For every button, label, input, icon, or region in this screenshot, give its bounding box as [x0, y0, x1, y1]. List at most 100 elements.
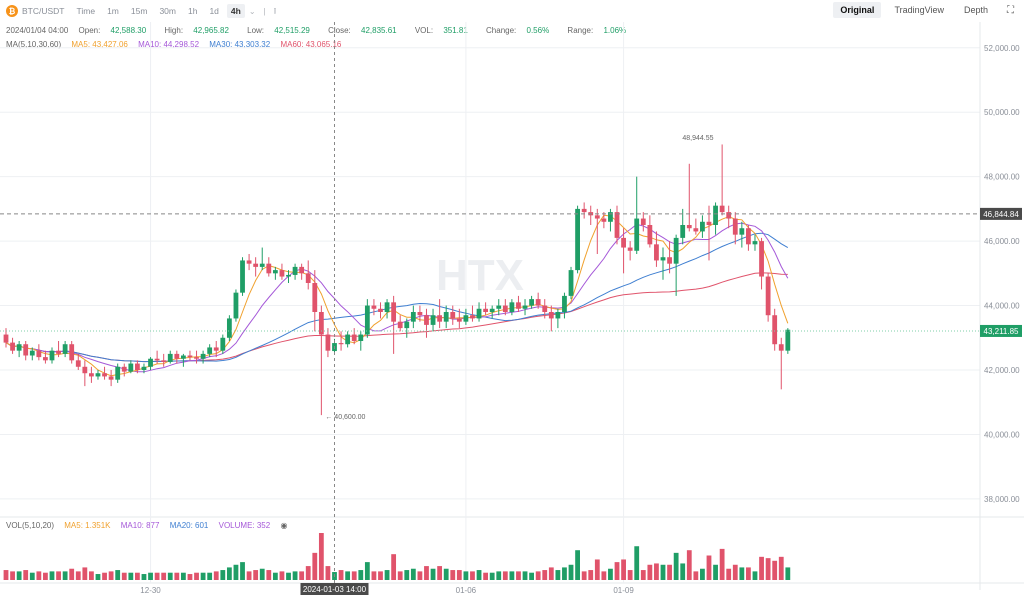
- tab-depth[interactable]: Depth: [963, 5, 988, 15]
- volume-bar: [588, 570, 594, 580]
- close-label: Close:: [328, 26, 351, 35]
- candle-body: [575, 208, 580, 271]
- eye-icon[interactable]: ◉: [280, 521, 288, 530]
- timeframe-4h[interactable]: 4h: [226, 4, 245, 18]
- tab-original[interactable]: Original: [833, 2, 882, 18]
- candle-body: [608, 212, 613, 222]
- crosshair-label: 2024-01-03 14:00: [303, 585, 367, 594]
- volume-bar: [200, 572, 206, 580]
- candle-body: [95, 373, 101, 377]
- change-value: 0.56%: [526, 26, 550, 35]
- candle-body: [713, 205, 718, 225]
- volume-bar: [621, 559, 626, 580]
- high-label: High:: [164, 26, 184, 35]
- timeframe-15m[interactable]: 15m: [130, 6, 148, 16]
- volume-bar: [305, 566, 311, 580]
- candle-body: [456, 318, 462, 322]
- y-tick-label: 52,000.00: [984, 44, 1020, 53]
- candle-body: [299, 266, 305, 274]
- volume-bar: [272, 572, 278, 580]
- candle-body: [305, 273, 311, 283]
- x-tick-label: 12-30: [140, 586, 161, 595]
- candle-body: [187, 355, 193, 358]
- candle-body: [706, 221, 712, 225]
- change-label: Change:: [486, 26, 517, 35]
- vol-ma5-value: MA5: 1.351K: [64, 521, 111, 530]
- timeframe-30m[interactable]: 30m: [159, 6, 176, 16]
- volume-bar: [240, 562, 245, 580]
- fullscreen-icon[interactable]: ⛶: [1007, 4, 1014, 16]
- candle-body: [686, 225, 692, 229]
- symbol-label[interactable]: BTC/USDT: [22, 6, 65, 16]
- volume-bar: [378, 571, 383, 580]
- ohlc-date: 2024/01/04 04:00: [6, 26, 69, 35]
- low-value: 42,515.29: [274, 26, 310, 35]
- candle-body: [483, 308, 489, 312]
- candle-body: [115, 366, 121, 380]
- chevron-down-icon[interactable]: ⌄: [248, 6, 256, 16]
- candles: [3, 144, 791, 416]
- volume-bar: [450, 570, 456, 580]
- candle-body: [489, 308, 495, 312]
- candle-body: [785, 329, 791, 351]
- ohlc-info: 2024/01/04 04:00 Open: 42,588.30 High: 4…: [6, 26, 642, 35]
- volume-bar: [397, 571, 403, 580]
- volume-value: VOLUME: 352: [218, 521, 271, 530]
- timeframe-1m[interactable]: 1m: [107, 6, 119, 16]
- volume-bar: [437, 566, 443, 580]
- volume-bar: [778, 556, 784, 580]
- candle-body: [246, 260, 252, 264]
- candle-body: [391, 302, 397, 322]
- candle-body: [509, 302, 515, 312]
- volume-bar: [634, 546, 640, 580]
- volume-bar: [417, 571, 423, 580]
- volume-bar: [154, 572, 160, 580]
- indicator-icon[interactable]: ⫾: [273, 6, 277, 15]
- volume-bar: [161, 572, 167, 580]
- volume-bar: [345, 571, 351, 580]
- volume-bar: [49, 571, 55, 580]
- timeframe-1h[interactable]: 1h: [187, 6, 198, 16]
- y-tick-label: 44,000.00: [984, 302, 1020, 311]
- volume-bar: [502, 571, 508, 580]
- candle-body: [220, 337, 226, 351]
- volume-bar: [575, 550, 580, 580]
- candle-body: [338, 343, 344, 345]
- volume-bar: [640, 570, 646, 580]
- ma5-line: [5, 214, 789, 377]
- volume-bar: [548, 567, 554, 580]
- candle-body: [43, 357, 48, 361]
- chart-overlay: 46,844.84 43,211.85 2024-01-03 14:00 ← 40,6…: [0, 22, 1022, 595]
- candle-body: [180, 355, 186, 359]
- candle-body: [253, 263, 259, 267]
- timeframe-1d[interactable]: 1d: [209, 6, 219, 16]
- volume-bar: [608, 568, 613, 580]
- volume-bar: [404, 570, 410, 580]
- price-line-label: 43,211.85: [984, 327, 1020, 336]
- volume-bar: [135, 572, 140, 580]
- candle-body: [312, 283, 318, 312]
- volume-bar: [693, 571, 699, 580]
- close-value: 42,835.61: [361, 26, 397, 35]
- volume-bar: [476, 570, 482, 580]
- tab-tradingview[interactable]: TradingView: [894, 5, 944, 15]
- extreme-annotation: 48,944.55: [682, 135, 713, 142]
- candle-body: [161, 360, 167, 362]
- candle-body: [614, 212, 620, 238]
- timeframe-time[interactable]: Time: [76, 6, 96, 16]
- open-label: Open:: [78, 26, 101, 35]
- volume-bar: [141, 574, 147, 580]
- volume-bar: [95, 574, 101, 580]
- volume-bar: [700, 568, 705, 580]
- candle-body: [450, 312, 456, 319]
- candle-body: [318, 312, 324, 335]
- volume-bar: [89, 571, 94, 580]
- ma30-value: MA30: 43,303.32: [209, 40, 271, 49]
- volume-bar: [121, 572, 127, 580]
- candle-body: [226, 318, 232, 338]
- volume-bar: [443, 568, 449, 580]
- volume-bar: [686, 550, 692, 580]
- view-switcher: Original TradingView Depth ⛶: [827, 2, 1014, 18]
- volume-bar: [286, 572, 291, 580]
